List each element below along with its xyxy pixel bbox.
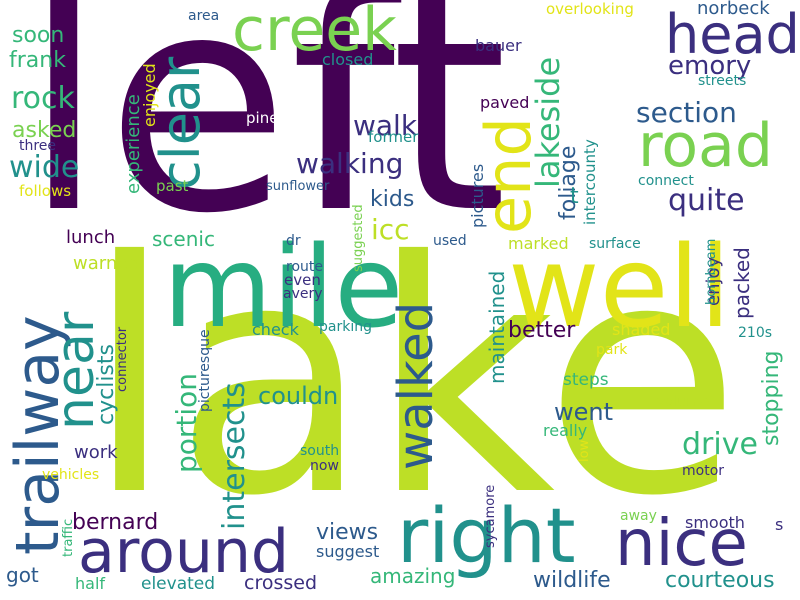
word-away: away xyxy=(620,508,657,524)
word-overlooking: overlooking xyxy=(546,0,634,18)
word-past: past xyxy=(156,177,189,195)
word-got: got xyxy=(6,563,39,587)
word-210s: 210s xyxy=(738,325,773,341)
word-packed: packed xyxy=(730,247,754,319)
word-scenic: scenic xyxy=(152,227,215,251)
word-marked: marked xyxy=(508,234,569,253)
word-elevated: elevated xyxy=(141,574,216,594)
word-connect: connect xyxy=(638,173,694,189)
word-motor: motor xyxy=(682,463,725,479)
word-left: left xyxy=(22,0,508,279)
word-kids: kids xyxy=(370,187,415,212)
word-s: s xyxy=(775,515,784,534)
word-work: work xyxy=(74,442,118,463)
word-right: right xyxy=(397,491,576,580)
word-norbeck: norbeck xyxy=(697,0,770,19)
word-area: area xyxy=(188,8,220,24)
word-volume: volume xyxy=(657,394,709,410)
word-suggested: suggested xyxy=(351,204,366,272)
word-t: t xyxy=(570,184,579,209)
word-enjoyed: enjoyed xyxy=(140,63,159,127)
word-shaded: shaded xyxy=(612,320,671,339)
word-wide: wide xyxy=(9,150,80,185)
word-quite: quite xyxy=(668,183,745,218)
word-stopping: stopping xyxy=(759,350,784,447)
word-maintained: maintained xyxy=(485,270,509,384)
word-rock: rock xyxy=(11,81,75,116)
word-lake: lake xyxy=(85,194,741,566)
word-used: used xyxy=(433,233,467,249)
word-road: road xyxy=(638,111,773,181)
word-asked: asked xyxy=(12,118,77,143)
word-suggest: suggest xyxy=(316,542,380,561)
word-steps: steps xyxy=(563,370,609,390)
word-route: route xyxy=(286,259,323,275)
word-section: section xyxy=(636,96,737,129)
word-hornbeam: hornbeam xyxy=(704,238,719,305)
word-courteous: courteous xyxy=(665,568,775,593)
word-intersects: intersects xyxy=(217,382,252,530)
word-clear: clear xyxy=(149,56,212,190)
word-south: south xyxy=(300,443,340,459)
word-streets: streets xyxy=(698,73,747,89)
word-vehicles: vehicles xyxy=(42,467,100,483)
word-lunch: lunch xyxy=(66,227,116,248)
word-soon: soon xyxy=(12,23,65,48)
word-around: around xyxy=(78,517,289,587)
word-paved: paved xyxy=(480,93,530,112)
word-connector: connector xyxy=(115,326,130,392)
word-check: check xyxy=(252,320,299,339)
word-views: views xyxy=(316,520,379,545)
word-went: went xyxy=(554,398,614,426)
word-picturesque: picturesque xyxy=(197,329,213,412)
word-former: former xyxy=(368,128,419,146)
word-mile: mile xyxy=(163,223,404,353)
word-wildlife: wildlife xyxy=(533,568,611,593)
word-better: better xyxy=(508,318,576,343)
word-pictures: pictures xyxy=(468,163,487,228)
word-bauer: bauer xyxy=(475,36,522,55)
word-frank: frank xyxy=(9,48,66,73)
word-nice: nice xyxy=(615,507,748,581)
word-smooth: smooth xyxy=(685,513,745,532)
word-crossed: crossed xyxy=(244,572,318,594)
word-walking: walking xyxy=(296,147,404,180)
word-parking: parking xyxy=(319,319,372,335)
word-creek: creek xyxy=(232,0,397,65)
word-sycamore: sycamore xyxy=(483,484,498,548)
word-intercounty: intercounty xyxy=(581,139,599,225)
word-warned: warned xyxy=(73,253,140,274)
word-bernard: bernard xyxy=(72,510,159,535)
word-amazing: amazing xyxy=(370,564,456,588)
word-now: now xyxy=(310,458,339,474)
word-sunflower: sunflower xyxy=(266,179,330,194)
word-icc: icc xyxy=(371,213,410,246)
word-well: well xyxy=(508,223,731,353)
word-dr: dr xyxy=(286,233,301,249)
word-closed: closed xyxy=(322,50,374,69)
word-emory: emory xyxy=(668,51,752,81)
word-three: three xyxy=(19,138,57,154)
word-even: even xyxy=(284,271,321,289)
word-low: low xyxy=(577,439,592,462)
word-surface: surface xyxy=(589,236,641,252)
word-really: really xyxy=(543,421,588,440)
word-walked: walked xyxy=(388,301,444,470)
word-walk: walk xyxy=(353,109,418,142)
word-pinetree: pinetree xyxy=(246,109,309,127)
word-drive: drive xyxy=(682,427,758,462)
word-couldn: couldn xyxy=(258,382,339,410)
word-park: park xyxy=(596,342,628,358)
word-follows: follows xyxy=(19,182,72,200)
word-head: head xyxy=(665,3,800,66)
word-avery: avery xyxy=(283,286,323,302)
word-half: half xyxy=(75,574,106,593)
